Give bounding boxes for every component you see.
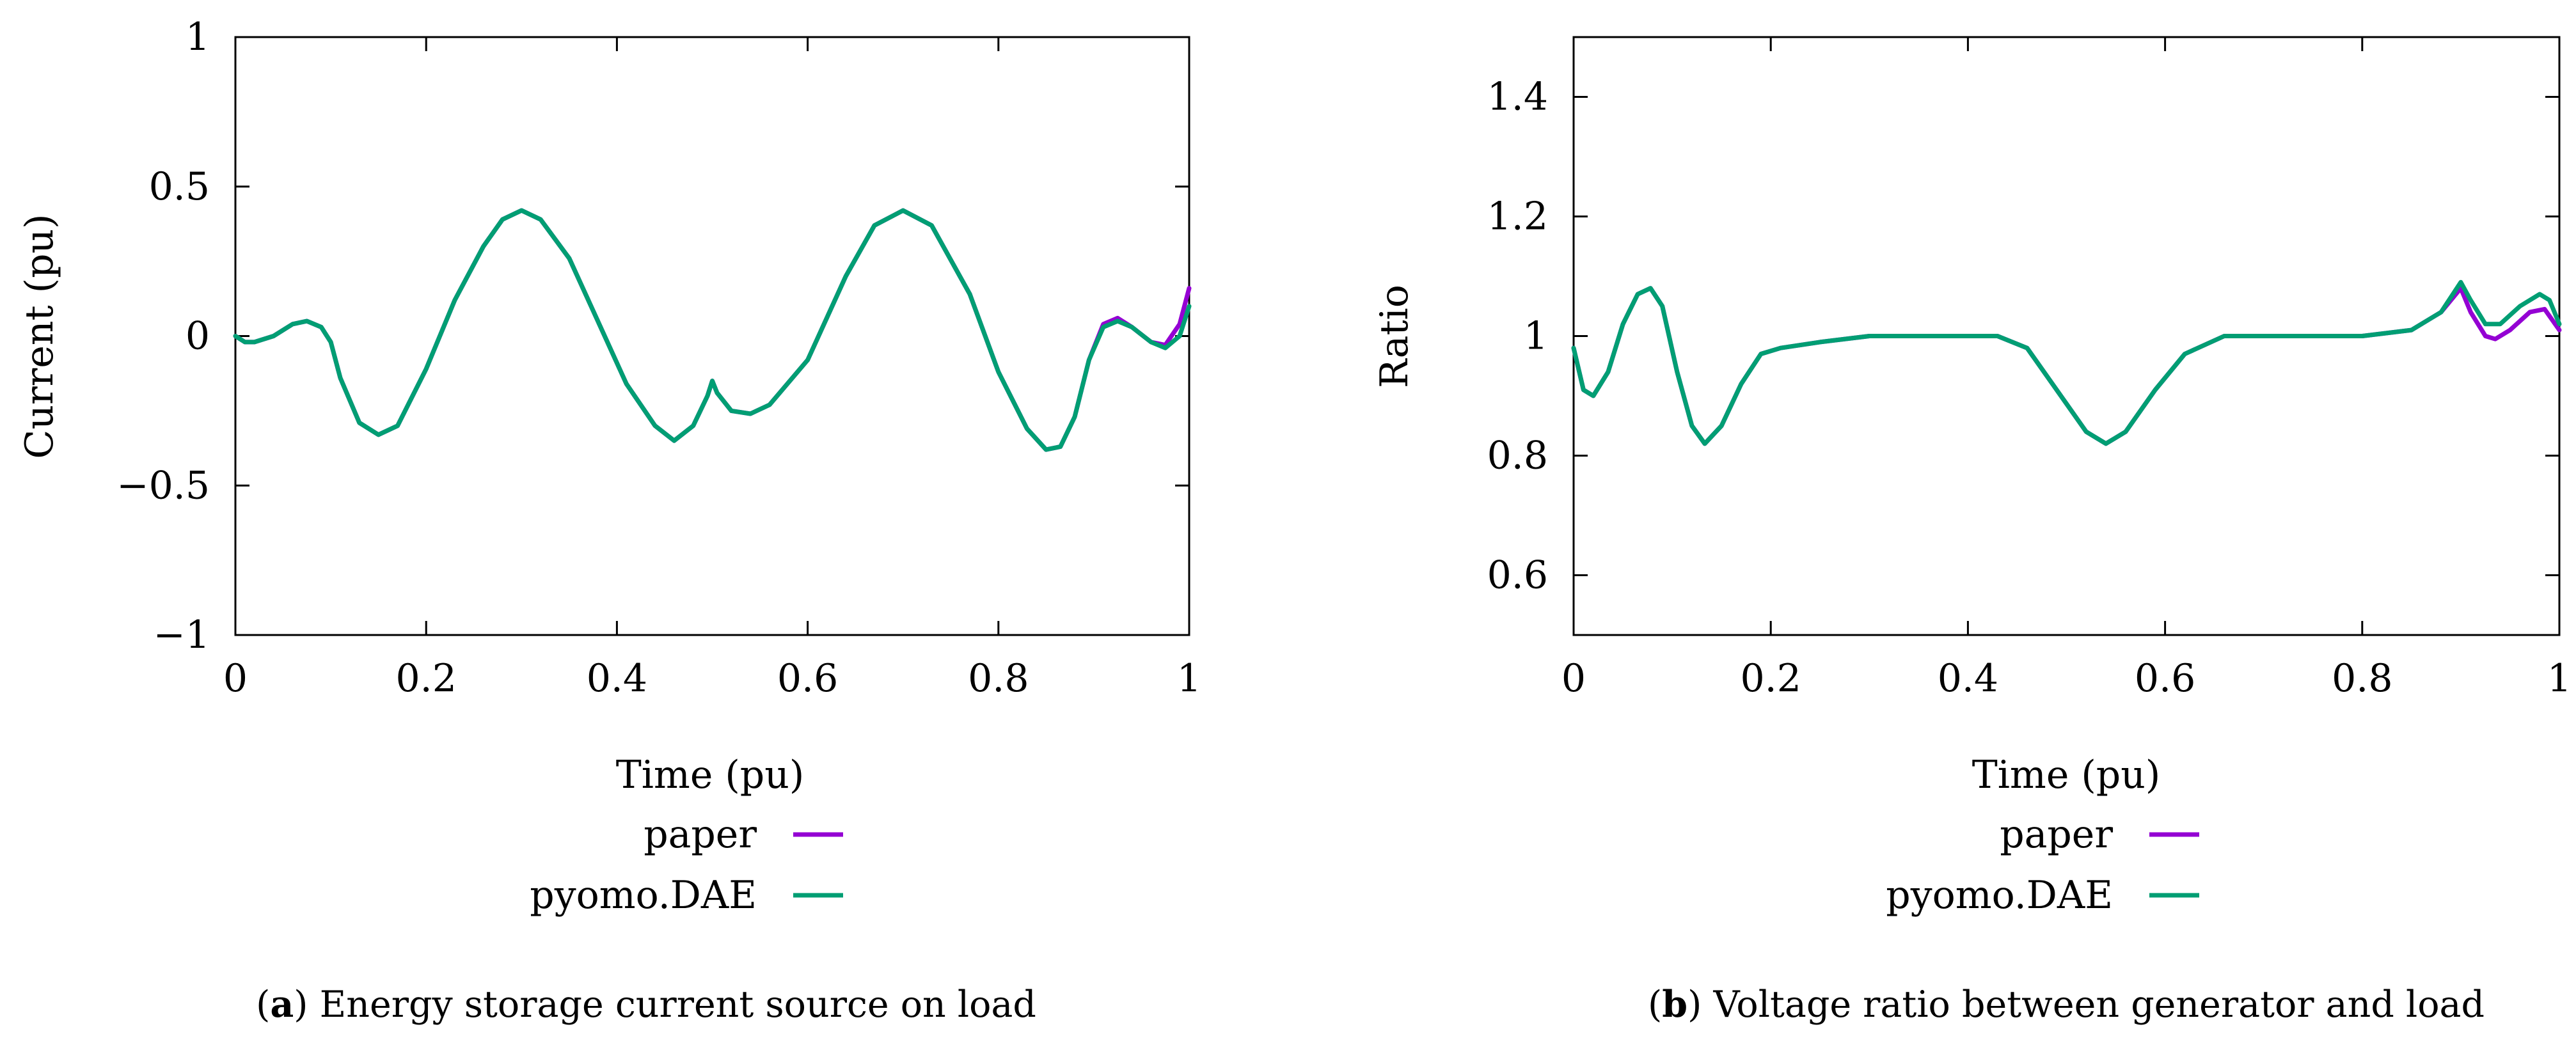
- x-tick-label: 0.4: [587, 656, 647, 701]
- panel-caption: (b) Voltage ratio between generator and …: [1648, 983, 2485, 1026]
- legend-label: paper: [2000, 812, 2113, 857]
- x-tick-label: 0: [1561, 656, 1586, 701]
- y-tick-label: 1.4: [1487, 75, 1548, 120]
- x-tick-label: 0.2: [395, 656, 456, 701]
- x-tick-label: 1: [2547, 656, 2572, 701]
- x-axis-label: Time (pu): [616, 753, 805, 797]
- x-tick-label: 1: [1177, 656, 1201, 701]
- x-tick-label: 0.8: [2332, 656, 2392, 701]
- y-tick-label: 0.8: [1487, 434, 1548, 478]
- panel-a-current-chart: 0 0.2 0.4 0.6 0.8 1 −1 −0.5 0 0.5 1 Current (pu) Tim…: [17, 15, 1201, 1026]
- caption-paren-open: (: [1648, 984, 1662, 1026]
- caption-paren-close: ): [1687, 984, 1702, 1026]
- panel-b-ratio-chart: 0 0.2 0.4 0.6 0.8 1 0.6 0.8 1 1.2 1.4 Ratio Time (pu…: [1372, 36, 2572, 1026]
- x-tick-label: 0.2: [1740, 656, 1801, 701]
- x-tick-label: 0.6: [2135, 656, 2195, 701]
- legend-label: paper: [644, 812, 757, 857]
- caption-paren-close: ): [294, 984, 308, 1026]
- x-tick-label: 0.8: [968, 656, 1029, 701]
- x-tick-label: 0.4: [1938, 656, 1998, 701]
- y-tick-label: 0: [186, 314, 210, 359]
- legend-label: pyomo.DAE: [1886, 873, 2113, 918]
- x-tick-label: 0.6: [777, 656, 838, 701]
- y-tick-label: 1.2: [1487, 194, 1548, 239]
- y-tick-label: −1: [154, 613, 210, 657]
- y-tick-label: 0.6: [1487, 553, 1548, 598]
- caption-letter: a: [270, 983, 294, 1026]
- caption-letter: b: [1662, 983, 1687, 1026]
- caption-text: Voltage ratio between generator and load: [1702, 984, 2485, 1026]
- y-axis-label: Ratio: [1372, 285, 1417, 388]
- series-line-pyomo-dae: [1571, 279, 2562, 446]
- panel-caption: (a) Energy storage current source on loa…: [256, 983, 1036, 1026]
- y-axis-label: Current (pu): [17, 214, 62, 459]
- plot-frame: [234, 36, 1190, 636]
- y-tick-label: 1: [186, 15, 210, 59]
- y-tick-label: −0.5: [116, 463, 210, 508]
- caption-paren-open: (: [256, 984, 270, 1026]
- y-tick-label: 0.5: [149, 164, 210, 209]
- series-line-paper: [1571, 286, 2562, 446]
- caption-text: Energy storage current source on load: [308, 984, 1036, 1026]
- x-axis-label: Time (pu): [1972, 753, 2161, 797]
- legend-label: pyomo.DAE: [530, 873, 757, 918]
- x-tick-label: 0: [223, 656, 248, 701]
- plot-frame: [1572, 36, 2561, 636]
- series-line-pyomo-dae: [233, 208, 1192, 452]
- y-tick-label: 1: [1524, 314, 1548, 359]
- series-line-paper: [233, 208, 1192, 452]
